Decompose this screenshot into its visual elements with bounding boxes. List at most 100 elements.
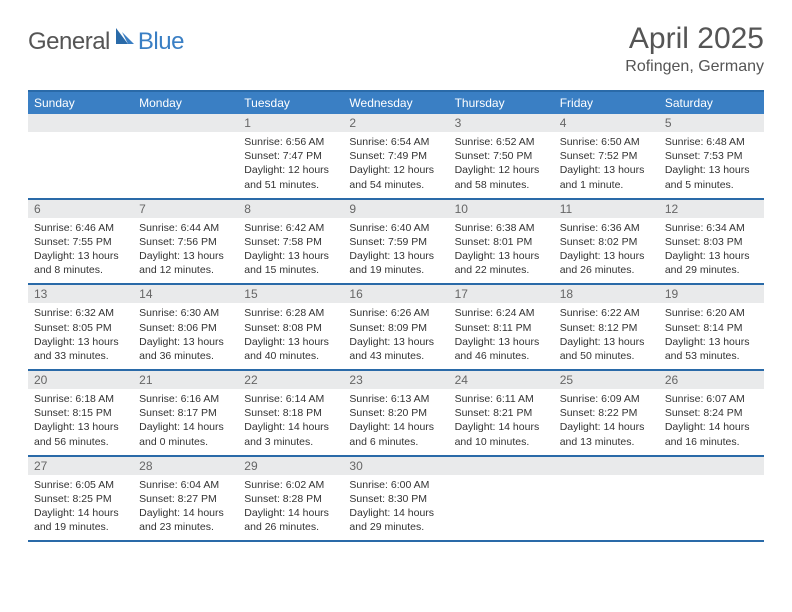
day-cell — [659, 457, 764, 541]
day-cell: 28Sunrise: 6:04 AMSunset: 8:27 PMDayligh… — [133, 457, 238, 541]
daylight-text: Daylight: 14 hours and 16 minutes. — [665, 420, 758, 448]
sunset-text: Sunset: 8:21 PM — [455, 406, 548, 420]
week-row: 20 Sunrise: 6:18 AMSunset: 8:15 PM Dayligh… — [28, 371, 764, 457]
day-cell: 29Sunrise: 6:02 AMSunset: 8:28 PMDayligh… — [238, 457, 343, 541]
sunset-text: Sunset: 8:08 PM — [244, 321, 337, 335]
sunset-text: Sunset: 8:15 PM — [34, 406, 127, 420]
dow-monday: Monday — [133, 92, 238, 114]
logo-sail-icon — [114, 26, 136, 51]
sunrise-text: Sunrise: 6:54 AM — [349, 135, 442, 149]
day-number: 1 — [238, 114, 343, 132]
sunrise-text: Sunrise: 6:50 AM — [560, 135, 653, 149]
day-number — [554, 457, 659, 475]
day-cell: 13Sunrise: 6:32 AMSunset: 8:05 PMDayligh… — [28, 285, 133, 369]
day-number: 11 — [554, 200, 659, 218]
dow-sunday: Sunday — [28, 92, 133, 114]
day-cell: 10Sunrise: 6:38 AMSunset: 8:01 PMDayligh… — [449, 200, 554, 284]
sunrise-text: Sunrise: 6:09 AM — [560, 392, 653, 406]
daylight-text: Daylight: 12 hours and 51 minutes. — [244, 163, 337, 191]
sunrise-text: Sunrise: 6:22 AM — [560, 306, 653, 320]
day-number: 13 — [28, 285, 133, 303]
day-body: Sunrise: 6:14 AMSunset: 8:18 PMDaylight:… — [238, 389, 343, 455]
sunrise-text: Sunrise: 6:24 AM — [455, 306, 548, 320]
daylight-text: Daylight: 13 hours and 22 minutes. — [455, 249, 548, 277]
day-number: 24 — [449, 371, 554, 389]
sunrise-text: Sunrise: 6:18 AM — [34, 392, 127, 406]
day-cell: 17Sunrise: 6:24 AMSunset: 8:11 PMDayligh… — [449, 285, 554, 369]
day-number: 10 — [449, 200, 554, 218]
daylight-text: Daylight: 13 hours and 26 minutes. — [560, 249, 653, 277]
daylight-text: Daylight: 14 hours and 0 minutes. — [139, 420, 232, 448]
day-number — [659, 457, 764, 475]
day-body: Sunrise: 6:11 AMSunset: 8:21 PMDaylight:… — [449, 389, 554, 455]
day-body: Sunrise: 6:44 AMSunset: 7:56 PMDaylight:… — [133, 218, 238, 284]
dow-thursday: Thursday — [449, 92, 554, 114]
day-number: 12 — [659, 200, 764, 218]
dow-tuesday: Tuesday — [238, 92, 343, 114]
daylight-text: Daylight: 13 hours and 36 minutes. — [139, 335, 232, 363]
day-number: 28 — [133, 457, 238, 475]
title-block: April 2025 Rofingen, Germany — [625, 22, 764, 76]
day-number: 9 — [343, 200, 448, 218]
day-number: 19 — [659, 285, 764, 303]
location-label: Rofingen, Germany — [625, 58, 764, 76]
day-number: 6 — [28, 200, 133, 218]
sunset-text: Sunset: 8:30 PM — [349, 492, 442, 506]
sunset-text: Sunset: 8:12 PM — [560, 321, 653, 335]
day-number: 17 — [449, 285, 554, 303]
sunrise-text: Sunrise: 6:13 AM — [349, 392, 442, 406]
day-cell: 9Sunrise: 6:40 AMSunset: 7:59 PMDaylight… — [343, 200, 448, 284]
day-body: Sunrise: 6:28 AMSunset: 8:08 PMDaylight:… — [238, 303, 343, 369]
day-number: 16 — [343, 285, 448, 303]
sunset-text: Sunset: 7:50 PM — [455, 149, 548, 163]
sunrise-text: Sunrise: 6:30 AM — [139, 306, 232, 320]
sunrise-text: Sunrise: 6:42 AM — [244, 221, 337, 235]
day-cell: 22Sunrise: 6:14 AMSunset: 8:18 PMDayligh… — [238, 371, 343, 455]
sunset-text: Sunset: 7:53 PM — [665, 149, 758, 163]
day-body: Sunrise: 6:02 AMSunset: 8:28 PMDaylight:… — [238, 475, 343, 541]
day-cell: 24Sunrise: 6:11 AMSunset: 8:21 PMDayligh… — [449, 371, 554, 455]
day-number: 5 — [659, 114, 764, 132]
day-cell: 25Sunrise: 6:09 AMSunset: 8:22 PMDayligh… — [554, 371, 659, 455]
sunset-text: Sunset: 7:49 PM — [349, 149, 442, 163]
daylight-text: Daylight: 14 hours and 13 minutes. — [560, 420, 653, 448]
sunrise-text: Sunrise: 6:05 AM — [34, 478, 127, 492]
day-number — [28, 114, 133, 132]
day-body: Sunrise: 6:09 AMSunset: 8:22 PMDaylight:… — [554, 389, 659, 455]
sunrise-text: Sunrise: 6:16 AM — [139, 392, 232, 406]
sunrise-text: Sunrise: 6:04 AM — [139, 478, 232, 492]
daylight-text: Daylight: 13 hours and 43 minutes. — [349, 335, 442, 363]
sunset-text: Sunset: 7:55 PM — [34, 235, 127, 249]
sunset-text: Sunset: 8:20 PM — [349, 406, 442, 420]
daylight-text: Daylight: 13 hours and 29 minutes. — [665, 249, 758, 277]
day-cell: 7Sunrise: 6:44 AMSunset: 7:56 PMDaylight… — [133, 200, 238, 284]
sunset-text: Sunset: 8:02 PM — [560, 235, 653, 249]
week-row: 27Sunrise: 6:05 AMSunset: 8:25 PMDayligh… — [28, 457, 764, 543]
day-cell: 3Sunrise: 6:52 AMSunset: 7:50 PMDaylight… — [449, 114, 554, 198]
daylight-text: Daylight: 14 hours and 10 minutes. — [455, 420, 548, 448]
day-number: 20 — [28, 371, 133, 389]
sunrise-text: Sunrise: 6:00 AM — [349, 478, 442, 492]
day-cell: 5Sunrise: 6:48 AMSunset: 7:53 PMDaylight… — [659, 114, 764, 198]
logo-text-general: General — [28, 28, 110, 56]
day-cell: 1Sunrise: 6:56 AMSunset: 7:47 PMDaylight… — [238, 114, 343, 198]
day-body: Sunrise: 6:56 AMSunset: 7:47 PMDaylight:… — [238, 132, 343, 198]
day-cell: 19Sunrise: 6:20 AMSunset: 8:14 PMDayligh… — [659, 285, 764, 369]
day-body — [449, 475, 554, 535]
sunrise-text: Sunrise: 6:56 AM — [244, 135, 337, 149]
day-body — [133, 132, 238, 192]
sunset-text: Sunset: 7:56 PM — [139, 235, 232, 249]
day-number: 18 — [554, 285, 659, 303]
daylight-text: Daylight: 13 hours and 8 minutes. — [34, 249, 127, 277]
daylight-text: Daylight: 14 hours and 23 minutes. — [139, 506, 232, 534]
day-cell: 2Sunrise: 6:54 AMSunset: 7:49 PMDaylight… — [343, 114, 448, 198]
sunrise-text: Sunrise: 6:44 AM — [139, 221, 232, 235]
week-row: 6Sunrise: 6:46 AMSunset: 7:55 PMDaylight… — [28, 200, 764, 286]
daylight-text: Daylight: 13 hours and 5 minutes. — [665, 163, 758, 191]
day-number: 14 — [133, 285, 238, 303]
daylight-text: Daylight: 13 hours and 33 minutes. — [34, 335, 127, 363]
sunrise-text: Sunrise: 6:40 AM — [349, 221, 442, 235]
sunset-text: Sunset: 8:14 PM — [665, 321, 758, 335]
day-body: Sunrise: 6:07 AMSunset: 8:24 PMDaylight:… — [659, 389, 764, 455]
daylight-text: Daylight: 14 hours and 3 minutes. — [244, 420, 337, 448]
